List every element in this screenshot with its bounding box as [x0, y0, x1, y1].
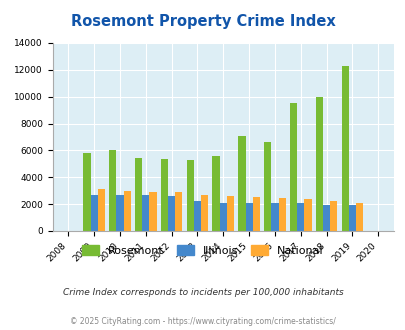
Bar [341, 66, 348, 231]
Bar [83, 153, 90, 231]
Text: Crime Index corresponds to incidents per 100,000 inhabitants: Crime Index corresponds to incidents per… [62, 287, 343, 297]
Bar [109, 150, 116, 231]
Bar [289, 103, 296, 231]
Bar [168, 196, 175, 231]
Bar [252, 197, 259, 231]
Bar [304, 199, 311, 231]
Bar [193, 201, 200, 231]
Legend: Rosemont, Illinois, National: Rosemont, Illinois, National [78, 241, 327, 260]
Bar [355, 203, 362, 231]
Bar [200, 195, 208, 231]
Bar [212, 156, 219, 231]
Text: Rosemont Property Crime Index: Rosemont Property Crime Index [70, 14, 335, 29]
Bar [264, 142, 271, 231]
Bar [315, 97, 322, 231]
Bar [271, 203, 278, 231]
Bar [329, 201, 337, 231]
Bar [98, 189, 105, 231]
Bar [160, 159, 168, 231]
Bar [296, 204, 304, 231]
Bar [219, 203, 226, 231]
Bar [175, 192, 182, 231]
Bar [322, 205, 329, 231]
Text: © 2025 CityRating.com - https://www.cityrating.com/crime-statistics/: © 2025 CityRating.com - https://www.city… [70, 317, 335, 326]
Bar [186, 160, 193, 231]
Bar [123, 191, 130, 231]
Bar [149, 192, 156, 231]
Bar [90, 195, 98, 231]
Bar [278, 198, 285, 231]
Bar [348, 206, 355, 231]
Bar [134, 158, 142, 231]
Bar [238, 136, 245, 231]
Bar [116, 195, 123, 231]
Bar [142, 195, 149, 231]
Bar [226, 196, 234, 231]
Bar [245, 204, 252, 231]
